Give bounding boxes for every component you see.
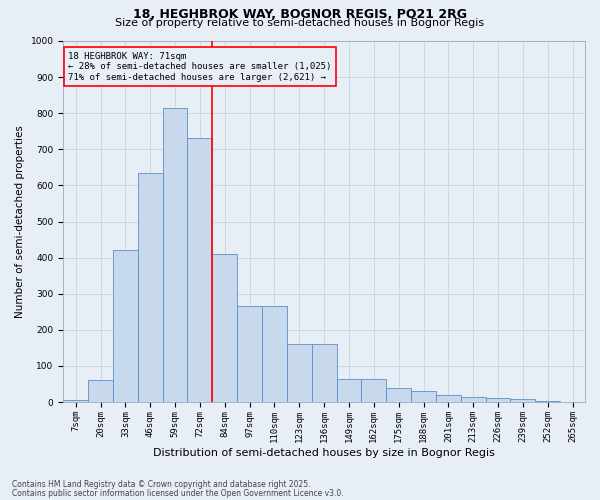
Bar <box>361 378 386 402</box>
Bar <box>411 391 436 402</box>
Bar <box>212 254 237 402</box>
Text: Contains HM Land Registry data © Crown copyright and database right 2025.: Contains HM Land Registry data © Crown c… <box>12 480 311 489</box>
Bar <box>163 108 187 402</box>
Text: 18, HEGHBROK WAY, BOGNOR REGIS, PO21 2RG: 18, HEGHBROK WAY, BOGNOR REGIS, PO21 2RG <box>133 8 467 20</box>
Bar <box>436 395 461 402</box>
Bar <box>312 344 337 402</box>
X-axis label: Distribution of semi-detached houses by size in Bognor Regis: Distribution of semi-detached houses by … <box>153 448 495 458</box>
Bar <box>386 388 411 402</box>
Text: Contains public sector information licensed under the Open Government Licence v3: Contains public sector information licen… <box>12 488 344 498</box>
Bar <box>287 344 312 402</box>
Bar <box>187 138 212 402</box>
Text: 18 HEGHBROK WAY: 71sqm
← 28% of semi-detached houses are smaller (1,025)
71% of : 18 HEGHBROK WAY: 71sqm ← 28% of semi-det… <box>68 52 332 82</box>
Text: Size of property relative to semi-detached houses in Bognor Regis: Size of property relative to semi-detach… <box>115 18 485 28</box>
Bar <box>237 306 262 402</box>
Bar <box>138 173 163 402</box>
Bar <box>262 306 287 402</box>
Bar <box>485 398 511 402</box>
Bar <box>337 378 361 402</box>
Y-axis label: Number of semi-detached properties: Number of semi-detached properties <box>15 125 25 318</box>
Bar <box>511 399 535 402</box>
Bar <box>113 250 138 402</box>
Bar <box>88 380 113 402</box>
Bar <box>461 396 485 402</box>
Bar <box>63 400 88 402</box>
